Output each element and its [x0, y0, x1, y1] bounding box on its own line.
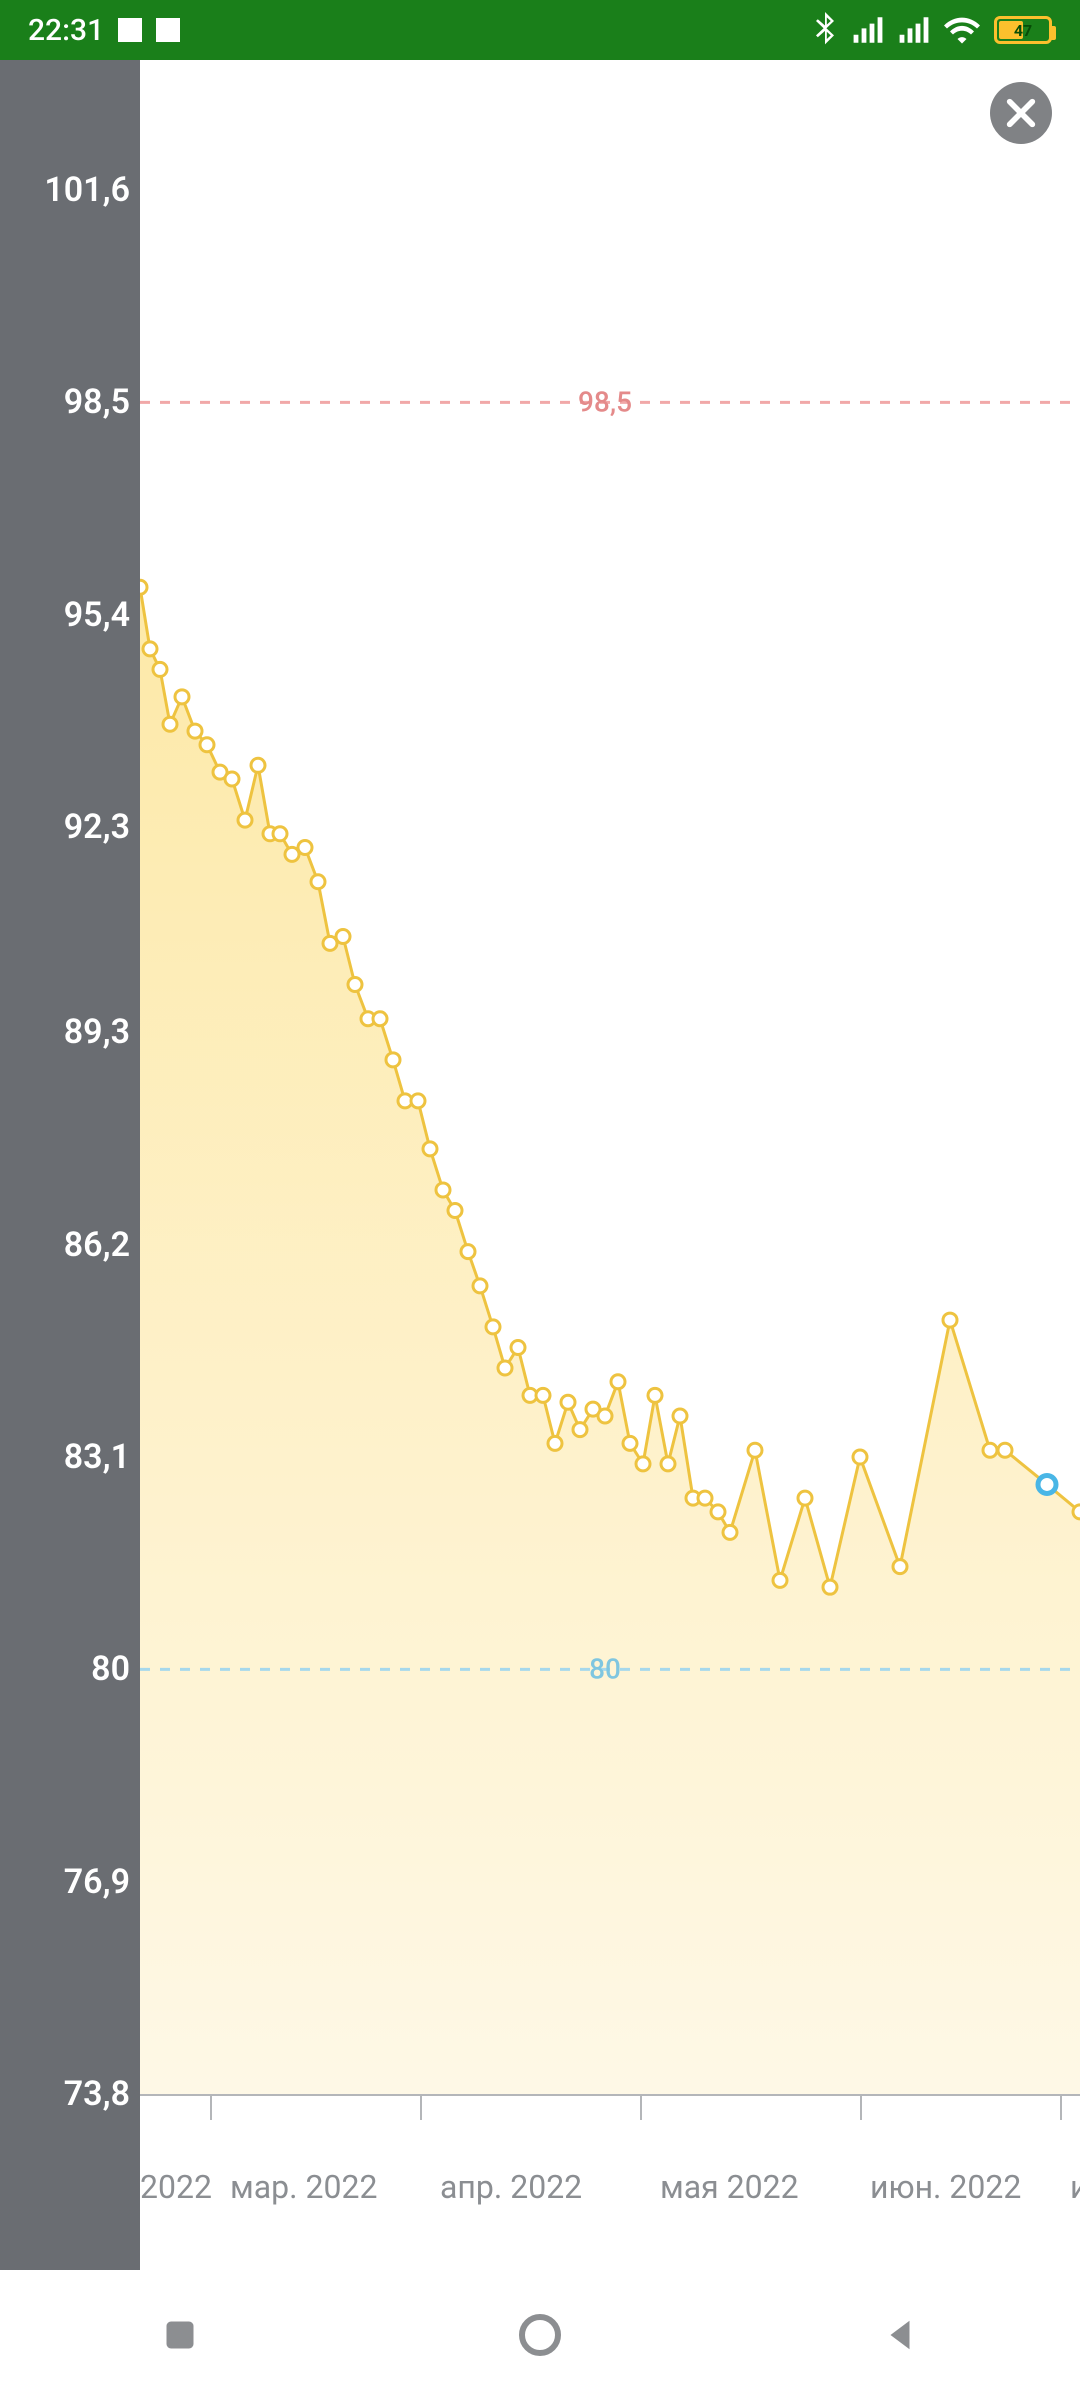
x-tick-separator [420, 2096, 422, 2120]
close-button[interactable] [990, 82, 1052, 144]
y-tick-label: 83,1 [64, 1437, 130, 1477]
y-tick-label: 76,9 [64, 1862, 130, 1902]
x-tick-separator [1060, 2096, 1062, 2120]
close-icon [1004, 96, 1038, 130]
x-tick-label: апр. 2022 [440, 2168, 582, 2206]
signal-1-icon [852, 17, 884, 43]
y-tick-label: 92,3 [64, 807, 130, 847]
chart-container: 101,698,595,492,389,386,283,18076,973,8 … [0, 60, 1080, 2270]
y-tick-label: 80 [91, 1649, 130, 1689]
x-tick-label: мар. 2022 [230, 2168, 377, 2206]
battery-icon: 47 [994, 16, 1052, 44]
bluetooth-icon [812, 12, 838, 48]
x-axis: 2022 мар. 2022 апр. 2022 мая 2022 июн. 2022 и… [140, 2094, 1080, 2234]
reference-line-label: 98,5 [578, 386, 632, 419]
status-bar: 22:31 47 [0, 0, 1080, 60]
x-tick-separator [860, 2096, 862, 2120]
status-left: 22:31 [28, 13, 180, 48]
x-tick-label: мая 2022 [660, 2168, 799, 2206]
reference-line-label: 80 [589, 1653, 621, 1686]
square-icon [162, 2317, 198, 2353]
x-tick-separator [210, 2096, 212, 2120]
status-right: 47 [812, 12, 1052, 48]
status-notif-1 [118, 18, 142, 42]
y-axis: 101,6 98,5 95,4 92,3 89,3 86,2 83,1 80 76,9 73,8 [0, 60, 140, 2270]
triangle-back-icon [881, 2316, 919, 2354]
wifi-icon [944, 16, 980, 44]
x-tick-label: июл. 2 [1070, 2168, 1080, 2206]
y-tick-label: 101,6 [44, 170, 130, 210]
y-tick-label: 89,3 [64, 1012, 130, 1052]
y-tick-label: 95,4 [64, 595, 130, 635]
x-tick-label: июн. 2022 [870, 2168, 1021, 2206]
x-tick-separator [640, 2096, 642, 2120]
y-tick-label: 86,2 [64, 1225, 130, 1265]
android-nav-bar [0, 2270, 1080, 2400]
x-tick-label: 2022 [140, 2168, 212, 2206]
status-notif-2 [156, 18, 180, 42]
plot-area[interactable]: 2022 мар. 2022 апр. 2022 мая 2022 июн. 2022 и… [140, 60, 1080, 2270]
nav-back-button[interactable] [870, 2305, 930, 2365]
signal-2-icon [898, 17, 930, 43]
status-time: 22:31 [28, 13, 104, 48]
circle-icon [516, 2311, 564, 2359]
battery-pct: 47 [997, 21, 1049, 40]
nav-recent-button[interactable] [150, 2305, 210, 2365]
y-tick-label: 73,8 [64, 2074, 130, 2114]
y-tick-label: 98,5 [64, 382, 130, 422]
nav-home-button[interactable] [510, 2305, 570, 2365]
